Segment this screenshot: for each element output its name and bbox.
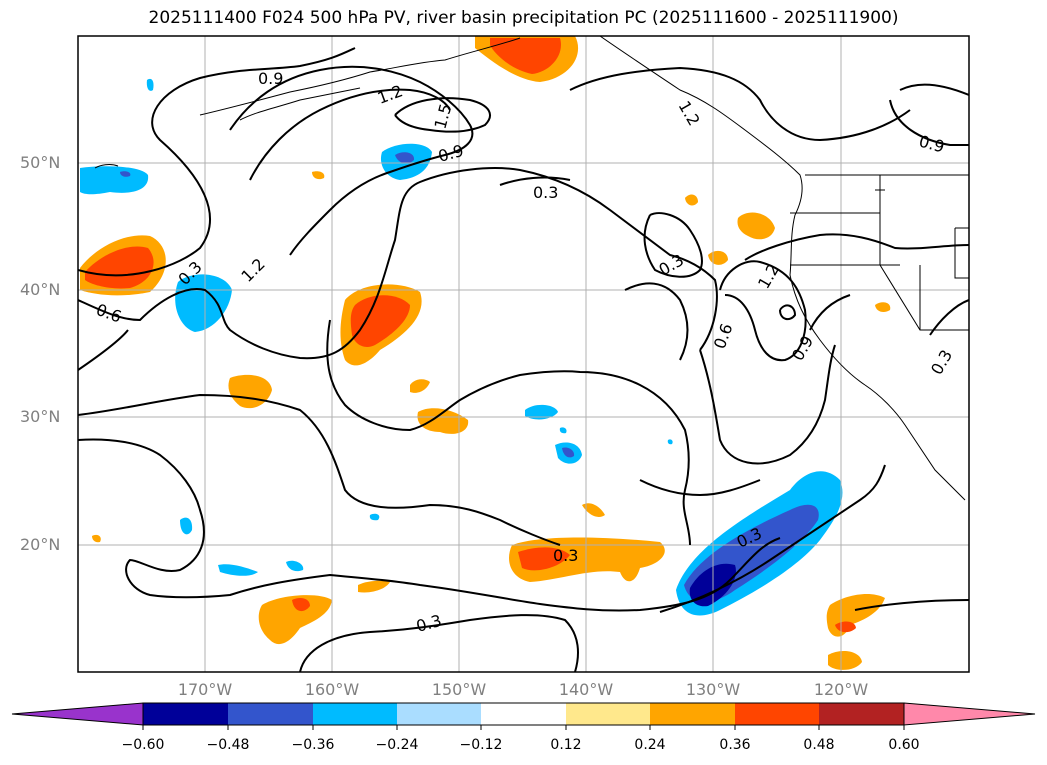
- lat-label: 20°N: [20, 535, 61, 554]
- precip-positive-blob5: [708, 250, 728, 265]
- precip-negative-blob5: [146, 78, 154, 91]
- contour-label: 0.3: [927, 346, 956, 378]
- colorbar-tick-label: −0.12: [459, 737, 503, 753]
- colorbar-tick-label: 0.24: [634, 737, 666, 753]
- precip-negative-blob7: [667, 439, 673, 445]
- precip-positive-southeast: [826, 594, 885, 637]
- lat-label: 30°N: [20, 407, 61, 426]
- precip-positive-blob7: [358, 580, 390, 593]
- colorbar-extend-high: [903, 702, 1036, 726]
- colorbar-segment: [735, 703, 819, 725]
- contour-label: 0.9: [258, 69, 283, 88]
- precip-positive-southwest-core: [292, 598, 310, 612]
- colorbar-segment: [228, 703, 313, 725]
- colorbar-segment: [143, 703, 228, 725]
- map-frame: [77, 35, 970, 673]
- precip-positive-south-core: [518, 547, 570, 571]
- colorbar-segment: [397, 703, 481, 725]
- contour-label: 1.2: [375, 81, 405, 108]
- precip-positive-gulf-core: [490, 38, 561, 74]
- precip-negative-blob6: [559, 427, 567, 434]
- contour-label: 0.3: [533, 183, 558, 202]
- lon-label: 160°W: [304, 680, 360, 699]
- colorbar-segment: [650, 703, 735, 725]
- contour-label: 0.6: [710, 321, 737, 351]
- lon-label: 140°W: [558, 680, 614, 699]
- colorbar-extend-low: [11, 702, 144, 726]
- precip-negative-north-core: [395, 152, 415, 164]
- precip-positive-blob3: [410, 379, 430, 393]
- colorbar-tick-label: −0.60: [121, 737, 165, 753]
- precip-negative-blob1: [180, 517, 193, 535]
- colorbar-segment: [819, 703, 904, 725]
- contour-label: 1.5: [431, 102, 456, 132]
- precip-negative-central: [525, 404, 558, 420]
- coastlines: [94, 36, 969, 501]
- precip-positive-blob1: [228, 374, 272, 409]
- colorbar: [11, 702, 1036, 730]
- precip-positive-blob4: [737, 212, 775, 240]
- precip-positive-blob9: [875, 302, 891, 313]
- lon-label: 120°W: [813, 680, 869, 699]
- colorbar-tick-label: 0.36: [719, 737, 751, 753]
- precip-positive-southeast2: [828, 650, 862, 670]
- lon-label: 170°W: [177, 680, 233, 699]
- contour-label: 0.6: [94, 300, 124, 327]
- contour-label: 0.9: [436, 141, 466, 166]
- precip-negative-nw: [80, 166, 149, 195]
- precip-positive-blob8: [582, 503, 605, 517]
- colorbar-tick-label: 0.48: [803, 737, 835, 753]
- map-title: 2025111400 F024 500 hPa PV, river basin …: [148, 8, 899, 28]
- precip-positive-southeast-core: [835, 621, 856, 633]
- precip-positive-blob6: [685, 194, 698, 206]
- colorbar-tick-label: −0.36: [291, 737, 335, 753]
- colorbar-tick-label: 0.12: [550, 737, 582, 753]
- contour-label: 0.3: [656, 250, 688, 279]
- precip-negative-nw-core: [120, 171, 131, 177]
- precip-positive-west-core: [85, 246, 154, 289]
- precip-positive-southwest: [258, 595, 332, 645]
- colorbar-segment: [566, 703, 650, 725]
- precip-positive-central-core: [350, 295, 410, 347]
- precip-positive-blob11: [312, 171, 325, 180]
- precip-positive-blob10: [92, 534, 101, 543]
- contour-label: 1.2: [675, 98, 704, 130]
- lon-label: 150°W: [431, 680, 487, 699]
- contour-label: 0.3: [553, 546, 578, 565]
- precip-negative-blob3: [286, 560, 304, 572]
- contour-label: 1.2: [237, 254, 268, 285]
- lon-label: 130°W: [685, 680, 741, 699]
- precip-negative-blob2: [218, 564, 258, 576]
- precip-shading: [80, 36, 891, 670]
- contour-label: 0.9: [917, 132, 947, 157]
- colorbar-tick-label: −0.24: [375, 737, 419, 753]
- contour-label: 1.2: [754, 260, 783, 292]
- lat-label: 40°N: [20, 280, 61, 299]
- pv-contours: [78, 47, 969, 672]
- precip-negative-central2-core: [562, 447, 575, 458]
- contour-label: 0.3: [414, 611, 444, 636]
- colorbar-tick-label: −0.48: [206, 737, 250, 753]
- precip-positive-blob2: [417, 408, 469, 434]
- colorbar-segment: [313, 703, 397, 725]
- colorbar-segment: [481, 703, 566, 725]
- contour-label: 0.9: [788, 332, 817, 364]
- lat-label: 50°N: [20, 153, 61, 172]
- precip-negative-blob4: [369, 513, 380, 521]
- colorbar-tick-label: 0.60: [888, 737, 920, 753]
- colorbar-frame: [142, 702, 905, 726]
